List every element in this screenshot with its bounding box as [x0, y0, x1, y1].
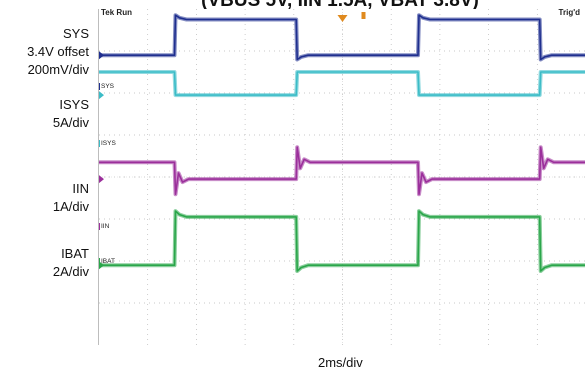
channel-tag-isys: ISYS [101, 140, 116, 147]
label-iin: IIN 1A/div [53, 180, 89, 216]
oscilloscope-screen: Tek Run Trig'd 1 SYS 2 ISYS 3 IIN 4 IBAT [98, 9, 585, 345]
ground-marker-iin [99, 175, 104, 184]
chart-title: (VBUS 5V, IIN 1.5A, VBAT 3.8V) [201, 0, 479, 11]
label-iin-name: IIN [72, 181, 89, 196]
channel-marker-sys: 1 SYS [99, 83, 115, 90]
scope-plot [99, 9, 585, 345]
series-line-sys [99, 14, 585, 61]
series-line-iin [99, 146, 585, 195]
channel-tag-sys: SYS [101, 83, 115, 90]
channel-number-ibat: 4 [99, 258, 100, 265]
series-line-ibat [99, 210, 585, 272]
channel-tag-iin: IIN [101, 223, 110, 230]
label-iin-scale: 1A/div [52, 199, 89, 214]
series-band-isys [99, 70, 585, 98]
ground-marker-isys [99, 91, 104, 100]
label-sys: SYS 3.4V offset 200mV/div [27, 25, 89, 79]
label-isys-name: ISYS [59, 97, 89, 112]
label-sys-name: SYS [62, 26, 89, 41]
channel-number-iin: 3 [99, 223, 100, 230]
label-isys-scale: 5A/div [52, 115, 89, 130]
ground-marker-sys [99, 51, 104, 60]
channel-tag-ibat: IBAT [101, 258, 115, 265]
ground-marker-ibat [99, 261, 104, 270]
series-line-isys [99, 71, 585, 96]
channel-marker-iin: 3 IIN [99, 223, 110, 230]
series-band-ibat [99, 209, 585, 273]
label-isys: ISYS 5A/div [53, 96, 89, 132]
series-band-iin [99, 145, 585, 197]
series-band-sys [99, 13, 585, 62]
label-ibat-name: IBAT [61, 246, 89, 261]
trigger-level-marker [361, 12, 366, 19]
channel-number-sys: 1 [99, 83, 100, 90]
x-axis-label: 2ms/div [318, 355, 363, 370]
channel-marker-ibat: 4 IBAT [99, 258, 115, 265]
channel-marker-isys: 2 ISYS [99, 140, 116, 147]
label-ibat: IBAT 2A/div [53, 245, 89, 281]
scope-status-trigd: Trig'd [558, 9, 580, 17]
label-sys-scale: 200mV/div [27, 62, 89, 77]
scope-status-run: Tek Run [101, 9, 132, 17]
label-ibat-scale: 2A/div [52, 264, 89, 279]
trigger-position-marker [337, 15, 348, 22]
channel-number-isys: 2 [99, 140, 100, 147]
label-sys-offset: 3.4V offset [27, 44, 89, 59]
